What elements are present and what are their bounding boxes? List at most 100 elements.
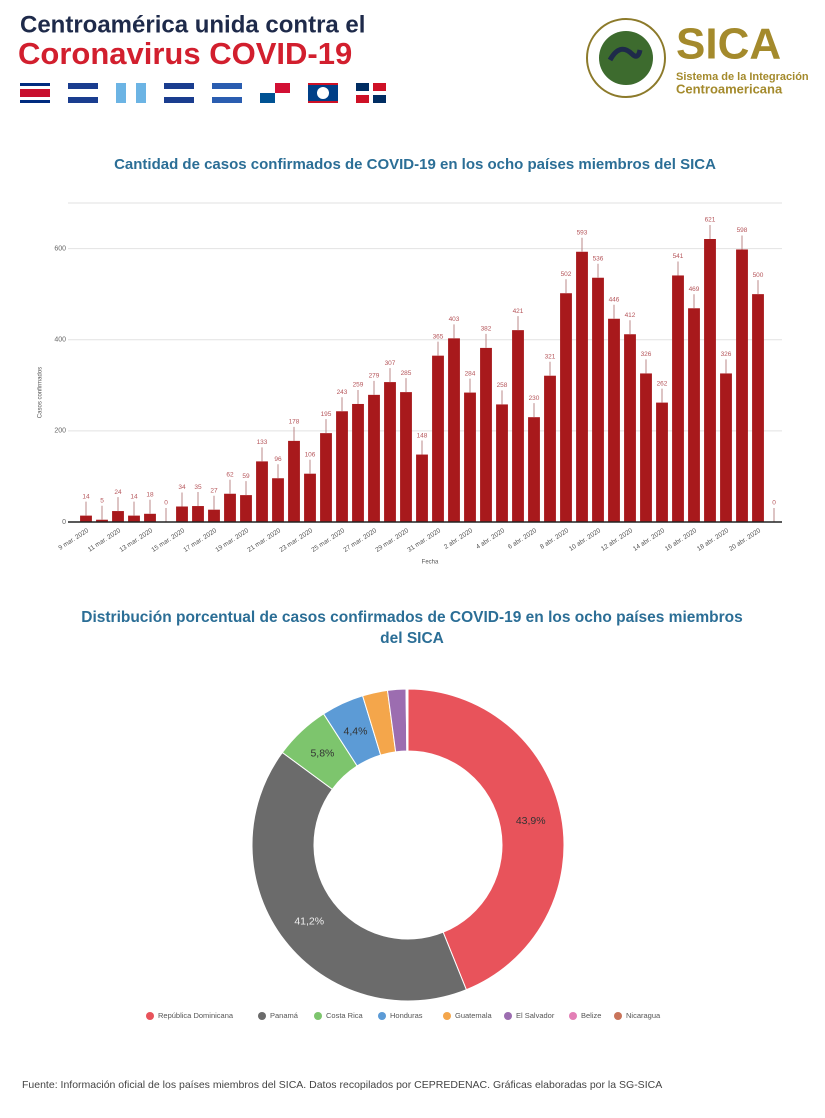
footer: Fuente: Información oficial de los paíse… — [22, 1079, 662, 1091]
flags — [20, 83, 386, 103]
data-label: 14 — [130, 493, 138, 500]
bar — [224, 493, 236, 522]
data-label: 14 — [82, 493, 90, 500]
legend-swatch — [614, 1012, 622, 1020]
bar — [528, 417, 540, 522]
legend-swatch — [314, 1012, 322, 1020]
data-label: 446 — [609, 296, 620, 303]
data-label: 133 — [257, 439, 268, 446]
legend-label: Guatemala — [455, 1011, 493, 1020]
legend-swatch — [443, 1012, 451, 1020]
data-label: 5,8% — [310, 748, 334, 760]
chart-title: Distribución porcentual de casos confirm… — [81, 609, 743, 647]
bar — [736, 249, 748, 523]
bar — [688, 308, 700, 522]
x-tick-label: 14 abr. 2020 — [632, 527, 666, 553]
bar — [272, 478, 284, 522]
bar — [656, 402, 668, 522]
bar — [320, 433, 332, 522]
bar — [704, 239, 716, 522]
data-label: 382 — [481, 326, 492, 333]
data-label: 230 — [529, 395, 540, 402]
bar — [448, 338, 460, 522]
data-label: 62 — [226, 471, 234, 478]
header-title: Centroamérica unida contra el — [20, 11, 365, 38]
y-tick-label: 0 — [62, 519, 66, 526]
x-tick-label: 13 mar. 2020 — [118, 527, 154, 554]
data-label: 307 — [385, 360, 396, 367]
data-label: 321 — [545, 353, 556, 360]
data-label: 0 — [772, 500, 776, 507]
bar — [208, 509, 220, 522]
legend-swatch — [378, 1012, 386, 1020]
x-tick-label: 8 abr. 2020 — [539, 527, 570, 551]
chart-title: Cantidad de casos confirmados de COVID-1… — [114, 156, 716, 173]
x-tick-label: 11 mar. 2020 — [87, 527, 123, 553]
bar — [432, 355, 444, 522]
data-label: 148 — [417, 432, 428, 439]
bar — [176, 506, 188, 522]
bar — [480, 347, 492, 522]
x-tick-label: 19 mar. 2020 — [214, 527, 250, 554]
legend-label: Nicaragua — [626, 1011, 661, 1020]
data-label: 41,2% — [294, 915, 324, 927]
donut-segment — [407, 688, 565, 991]
x-tick-label: 29 mar. 2020 — [374, 527, 410, 554]
x-tick-label: 9 mar. 2020 — [57, 527, 90, 552]
bar — [80, 515, 92, 522]
y-axis-label: Casos confirmados — [38, 367, 44, 418]
bar — [288, 440, 300, 522]
x-tick-label: 12 abr. 2020 — [600, 527, 634, 553]
data-label: 4,4% — [344, 725, 368, 737]
data-label: 621 — [705, 217, 716, 224]
legend-label: Costa Rica — [326, 1011, 364, 1020]
data-label: 541 — [673, 253, 684, 260]
bar — [400, 392, 412, 522]
data-label: 34 — [178, 484, 186, 491]
bar — [192, 506, 204, 522]
x-tick-label: 4 abr. 2020 — [475, 527, 506, 551]
legend-swatch — [146, 1012, 154, 1020]
data-label: 598 — [737, 227, 748, 234]
x-tick-label: 6 abr. 2020 — [507, 527, 538, 551]
donut-segment — [251, 751, 467, 1002]
legend-label: Belize — [581, 1011, 601, 1020]
header-title: Coronavirus COVID-19 — [18, 36, 352, 71]
data-label: 243 — [337, 389, 348, 396]
x-tick-label: 10 abr. 2020 — [568, 527, 602, 553]
bar — [144, 513, 156, 522]
bar — [304, 473, 316, 522]
bar — [640, 373, 652, 522]
data-label: 500 — [753, 272, 764, 279]
data-label: 469 — [689, 286, 700, 293]
logo-emblem — [586, 18, 666, 98]
data-label: 502 — [561, 271, 572, 278]
logo-text: SICA — [676, 20, 781, 69]
data-label: 365 — [433, 333, 444, 340]
data-label: 24 — [114, 489, 122, 496]
data-label: 5 — [100, 497, 104, 504]
x-tick-label: 15 mar. 2020 — [150, 527, 186, 554]
x-tick-label: 18 abr. 2020 — [696, 527, 730, 553]
data-label: 258 — [497, 382, 508, 389]
bar — [496, 404, 508, 522]
bar — [592, 277, 604, 522]
data-label: 536 — [593, 255, 604, 262]
logo-subtitle: Sistema de la Integración — [676, 71, 809, 83]
bar — [560, 293, 572, 522]
bar — [416, 454, 428, 522]
data-label: 96 — [274, 456, 282, 463]
data-label: 284 — [465, 370, 476, 377]
bar — [96, 519, 108, 522]
x-tick-label: 17 mar. 2020 — [182, 527, 218, 554]
y-tick-label: 400 — [54, 337, 66, 344]
y-tick-label: 600 — [54, 245, 66, 252]
data-label: 27 — [210, 487, 218, 494]
bar — [752, 294, 764, 522]
bar — [336, 411, 348, 522]
x-tick-label: 23 mar. 2020 — [278, 527, 314, 554]
data-label: 403 — [449, 316, 460, 323]
bar — [544, 375, 556, 522]
data-label: 593 — [577, 229, 588, 236]
